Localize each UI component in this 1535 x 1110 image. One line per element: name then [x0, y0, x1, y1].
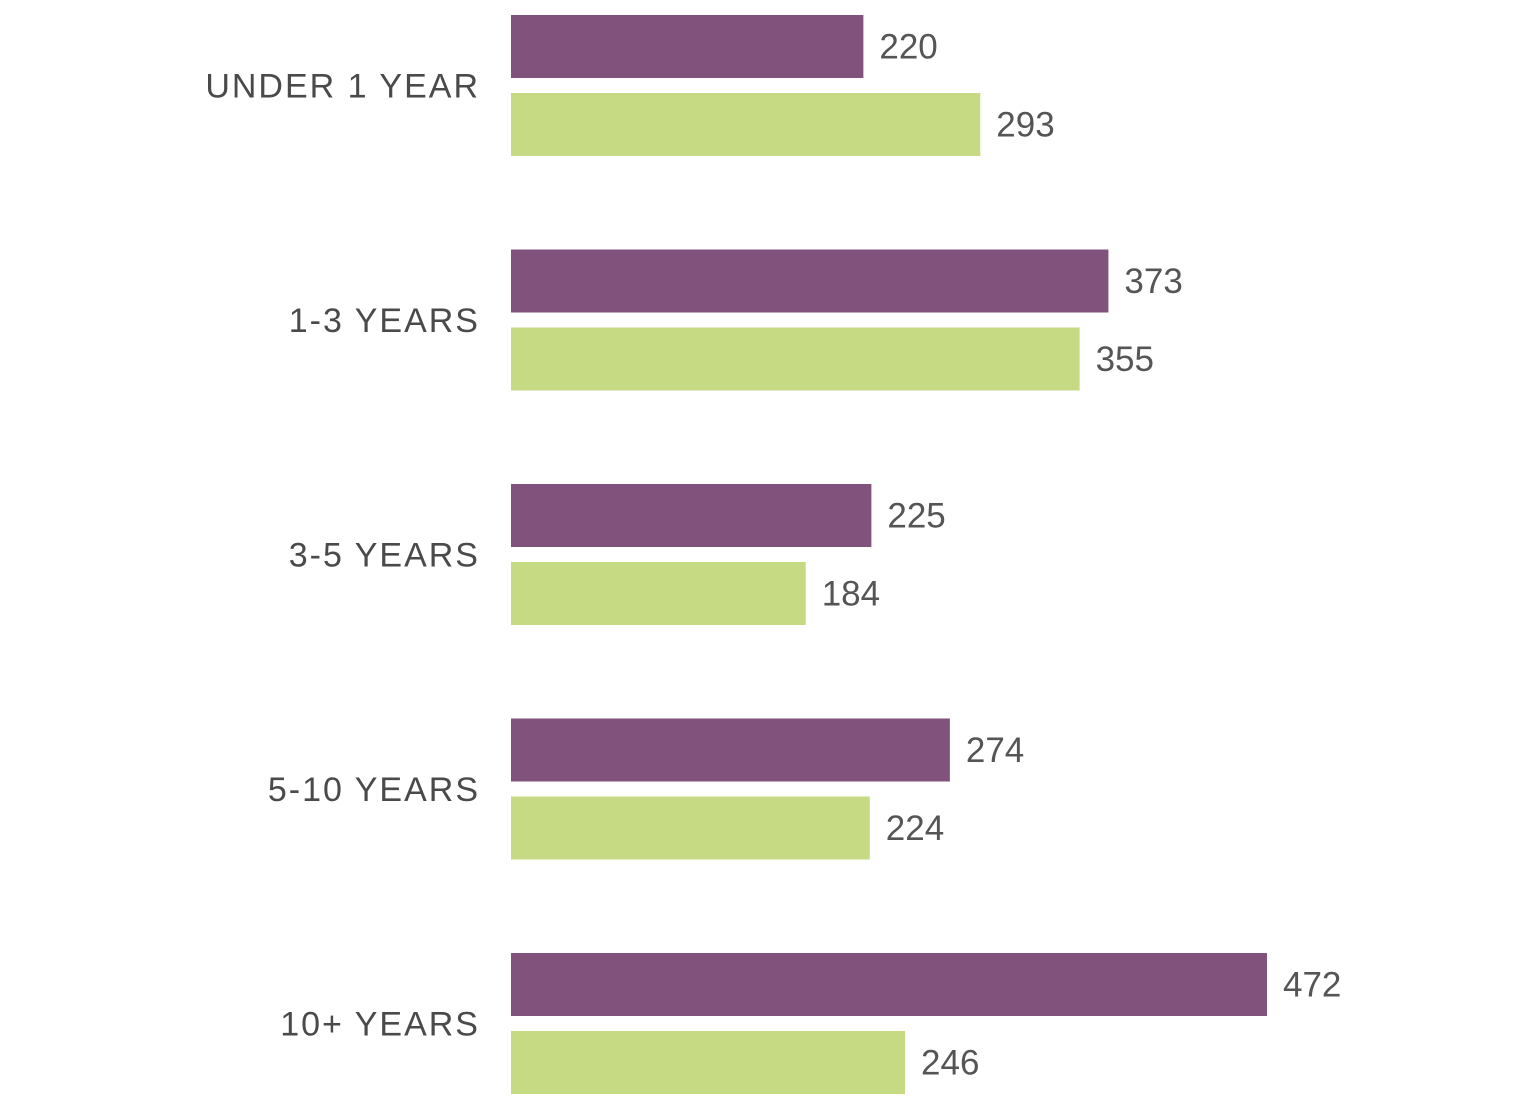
- data-label: 472: [1283, 966, 1341, 1005]
- category-labels: UNDER 1 YEAR 1-3 YEARS 3-5 YEARS 5-10 YEARS…: [205, 68, 480, 1044]
- bar: [511, 562, 806, 625]
- data-label: 225: [887, 497, 945, 536]
- data-label: 246: [921, 1044, 979, 1083]
- bar: [511, 93, 981, 156]
- category-label: UNDER 1 YEAR: [205, 68, 480, 106]
- data-label: 224: [886, 809, 944, 848]
- category-label: 10+ YEARS: [280, 1006, 480, 1044]
- bar: [511, 953, 1268, 1016]
- data-label: 220: [879, 28, 937, 67]
- bar: [511, 327, 1080, 391]
- category-label: 5-10 YEARS: [268, 771, 480, 809]
- bar: [511, 1031, 906, 1094]
- bar: [511, 15, 864, 78]
- category-label: 1-3 YEARS: [289, 302, 480, 340]
- data-label: 293: [996, 106, 1054, 145]
- data-label: 355: [1096, 340, 1154, 379]
- bar: [511, 249, 1109, 313]
- data-label: 274: [966, 731, 1024, 770]
- category-label: 3-5 YEARS: [289, 537, 480, 575]
- data-label: 373: [1124, 262, 1182, 301]
- bar: [511, 718, 950, 782]
- bars: [511, 15, 1268, 1094]
- data-label: 184: [822, 575, 880, 614]
- bar: [511, 796, 870, 860]
- bar: [511, 484, 872, 547]
